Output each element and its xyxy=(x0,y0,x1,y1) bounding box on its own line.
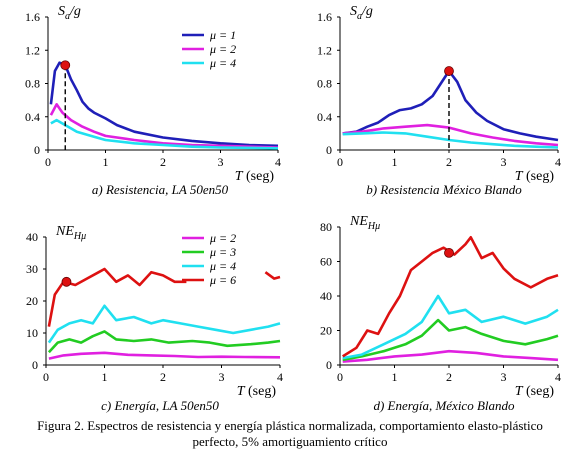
y-axis-label: Sa/g xyxy=(58,4,81,22)
legend-label: μ = 6 xyxy=(209,273,236,287)
y-tick-label: 0.4 xyxy=(25,110,40,124)
series-line-2 xyxy=(342,318,559,362)
legend-label: μ = 1 xyxy=(209,28,236,42)
y-tick-label: 20 xyxy=(26,294,38,308)
y-tick-label: 0 xyxy=(32,358,38,372)
chart-panel-4: 0 20 40 60 80 0 1 2 3 4 NEHμ T (seg)d) Energía, Méx… xyxy=(320,214,561,413)
x-tick-label: 3 xyxy=(219,370,225,384)
x-tick-label: 0 xyxy=(337,155,343,169)
series-line-3 xyxy=(47,304,281,344)
x-tick-label: 1 xyxy=(392,155,398,169)
x-tick-label: 2 xyxy=(446,155,452,169)
x-tick-label: 1 xyxy=(103,155,109,169)
y-tick-label: 0.8 xyxy=(25,77,40,91)
y-axis-label: NEHμ xyxy=(349,214,380,232)
chart-panel-3: 0 10 20 30 40 0 1 2 3 4 NEHμ T (seg) μ = 2μ = 3μ = 4… xyxy=(26,224,283,413)
marker-point xyxy=(60,60,71,71)
legend-label: μ = 3 xyxy=(209,245,236,259)
series-line-3 xyxy=(50,118,279,150)
caption-line-2: perfecto, 5% amortiguamiento crítico xyxy=(192,434,388,449)
series-line-1 xyxy=(342,69,559,142)
legend-label: μ = 2 xyxy=(209,42,236,56)
x-axis-label: T (seg) xyxy=(235,169,275,184)
y-tick-label: 1.2 xyxy=(25,43,40,57)
series-line-1 xyxy=(48,351,281,360)
y-tick-label: 80 xyxy=(320,220,332,234)
y-tick-label: 0 xyxy=(326,143,332,157)
x-tick-label: 1 xyxy=(102,370,108,384)
x-tick-label: 3 xyxy=(501,155,507,169)
y-tick-label: 0.4 xyxy=(317,110,332,124)
series-line-3 xyxy=(342,294,559,360)
x-tick-label: 1 xyxy=(392,370,398,384)
series-line-5 xyxy=(264,271,281,280)
x-tick-label: 0 xyxy=(43,370,49,384)
x-axis-label: T (seg) xyxy=(515,384,555,399)
legend-label: μ = 4 xyxy=(209,56,236,70)
x-tick-label: 3 xyxy=(501,370,507,384)
x-tick-label: 3 xyxy=(218,155,224,169)
chart-panel-2: 0 0.4 0.8 1.2 1.6 0 1 2 3 4 Sa/g T (seg)b) Resisten… xyxy=(317,4,561,197)
y-tick-label: 40 xyxy=(26,230,38,244)
x-tick-label: 2 xyxy=(160,155,166,169)
x-tick-label: 4 xyxy=(555,370,561,384)
y-tick-label: 0 xyxy=(326,358,332,372)
panel-title: a) Resistencia, LA 50en50 xyxy=(92,182,229,197)
legend-label: μ = 2 xyxy=(209,231,236,245)
panel-title: d) Energía, México Blando xyxy=(373,398,515,413)
x-axis-label: T (seg) xyxy=(237,384,277,399)
x-tick-label: 4 xyxy=(277,370,283,384)
series-line-4 xyxy=(47,267,187,327)
marker-point xyxy=(444,66,454,76)
figure-caption: Figura 2. Espectros de resistencia y ene… xyxy=(10,418,570,450)
x-tick-label: 2 xyxy=(446,370,452,384)
y-axis-label: Sa/g xyxy=(350,4,373,22)
legend-label: μ = 4 xyxy=(209,259,236,273)
x-axis-label: T (seg) xyxy=(515,169,555,184)
panel-title: b) Resistencia México Blando xyxy=(366,182,522,197)
x-tick-label: 2 xyxy=(160,370,166,384)
y-tick-label: 40 xyxy=(320,289,332,303)
y-tick-label: 1.2 xyxy=(317,43,332,57)
panel-title: c) Energía, LA 50en50 xyxy=(101,398,219,413)
x-tick-label: 0 xyxy=(45,155,51,169)
series-line-1 xyxy=(342,349,559,363)
marker-point xyxy=(61,276,72,287)
y-tick-label: 0 xyxy=(34,143,40,157)
caption-line-1: Figura 2. Espectros de resistencia y ene… xyxy=(37,418,543,433)
x-tick-label: 4 xyxy=(555,155,561,169)
y-tick-label: 60 xyxy=(320,255,332,269)
y-tick-label: 1.6 xyxy=(317,10,332,24)
y-tick-label: 20 xyxy=(320,324,332,338)
x-tick-label: 4 xyxy=(275,155,281,169)
y-tick-label: 30 xyxy=(26,262,38,276)
y-tick-label: 1.6 xyxy=(25,10,40,24)
y-tick-label: 0.8 xyxy=(317,77,332,91)
y-axis-label: NEHμ xyxy=(55,224,86,242)
marker-point xyxy=(444,247,454,258)
y-tick-label: 10 xyxy=(26,326,38,340)
legend: μ = 1μ = 2μ = 4 xyxy=(182,28,236,70)
series-line-2 xyxy=(47,330,281,354)
series-line-2 xyxy=(49,103,279,149)
legend: μ = 2μ = 3μ = 4μ = 6 xyxy=(182,231,236,287)
chart-panel-1: 0 0.4 0.8 1.2 1.6 0 1 2 3 4 Sa/g T (seg) μ = 1μ = 2μ… xyxy=(25,4,281,197)
x-tick-label: 0 xyxy=(337,370,343,384)
